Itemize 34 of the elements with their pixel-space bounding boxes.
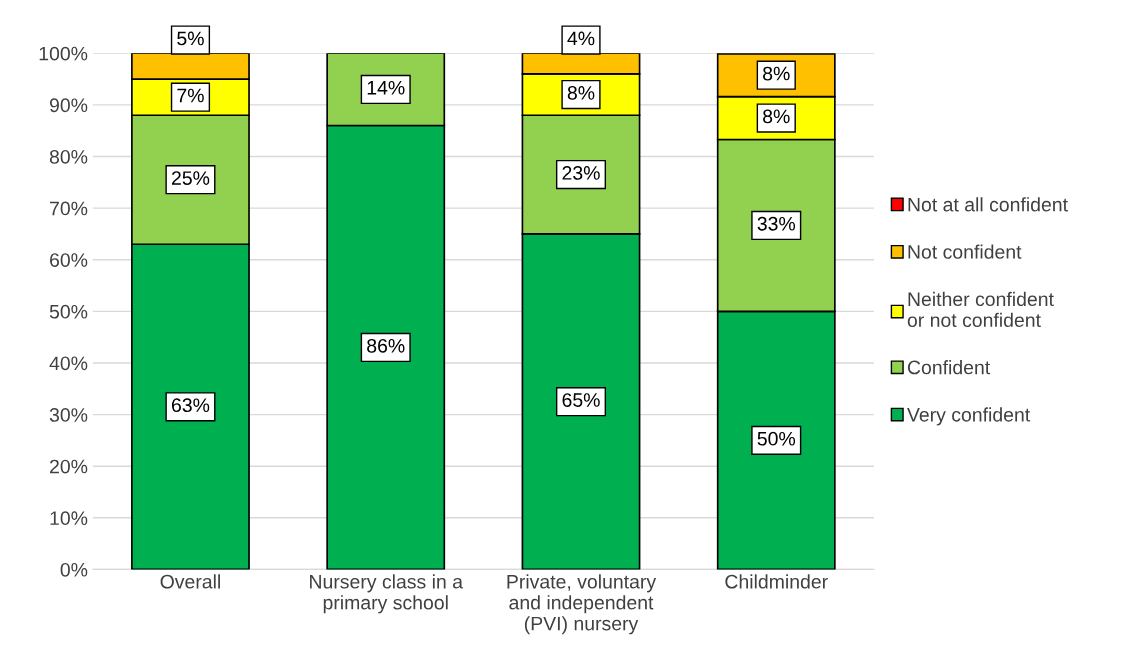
y-tick-label: 0%: [60, 562, 88, 577]
data-label: 8%: [763, 66, 790, 81]
legend-label: Neither confident or not confident: [907, 291, 1054, 328]
data-label: 33%: [757, 216, 796, 231]
y-tick-label: 100%: [39, 46, 88, 61]
y-tick-label: 90%: [49, 98, 88, 113]
y-tick-label: 40%: [49, 356, 88, 371]
y-tick-label: 60%: [50, 253, 88, 267]
data-label: 8%: [763, 109, 790, 124]
legend-label: Not confident: [908, 244, 1022, 259]
data-label: 86%: [367, 338, 405, 353]
legend-label: Confident: [907, 360, 991, 375]
data-label: 7%: [177, 88, 204, 103]
y-tick-label: 80%: [49, 149, 88, 164]
data-label: 63%: [171, 398, 210, 413]
y-tick-label: 20%: [50, 459, 88, 474]
y-tick-label: 30%: [49, 408, 88, 422]
data-label: 65%: [562, 393, 600, 407]
legend-label: Very confident: [907, 407, 1031, 426]
data-label: 5%: [177, 31, 204, 46]
data-label: 25%: [171, 171, 210, 185]
x-tick-label: Overall: [160, 574, 220, 589]
data-label: 23%: [562, 166, 600, 180]
data-label: 14%: [367, 80, 405, 95]
y-tick-label: 70%: [50, 201, 88, 216]
x-tick-label: Childminder: [725, 574, 828, 589]
x-tick-label: Nursery class in a primary school: [310, 574, 463, 614]
data-label: 50%: [757, 431, 796, 446]
data-label: 4%: [567, 31, 595, 46]
data-label: 8%: [567, 86, 595, 100]
y-tick-label: 10%: [50, 511, 88, 526]
y-tick-label: 50%: [49, 304, 88, 319]
legend-label: Not at all confident: [908, 197, 1068, 212]
x-tick-label: Private, voluntary and independent (PVI) nursery: [507, 574, 657, 635]
